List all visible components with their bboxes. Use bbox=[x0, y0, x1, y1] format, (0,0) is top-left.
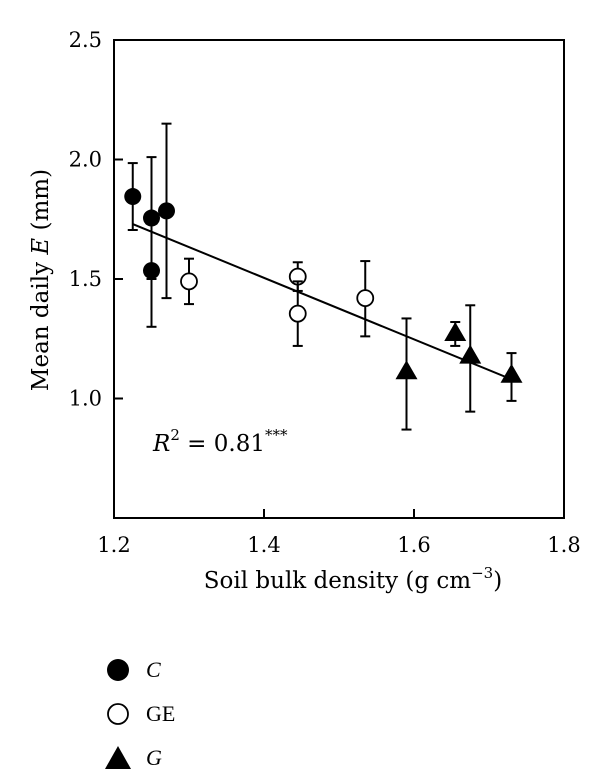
x-axis-title: Soil bulk density (g cm−3) bbox=[204, 564, 502, 594]
significance-stars: *** bbox=[265, 426, 288, 444]
x-axis-title-exponent: −3 bbox=[471, 564, 493, 582]
r-symbol: R bbox=[152, 431, 170, 457]
y-axis-title: Mean daily E (mm) bbox=[28, 169, 54, 391]
regression-line bbox=[132, 223, 512, 381]
data-point-ge bbox=[356, 289, 375, 308]
x-axis-ticks: 1.2 1.4 1.6 1.8 bbox=[97, 509, 581, 557]
legend-item-g: G bbox=[104, 736, 175, 780]
x-axis-title-close: ) bbox=[493, 568, 502, 594]
legend-label-ge: GE bbox=[146, 701, 176, 726]
r-exponent: 2 bbox=[170, 426, 180, 444]
y-tick-label: 1.5 bbox=[69, 267, 102, 291]
data-point-c bbox=[143, 262, 160, 280]
data-marks bbox=[124, 122, 523, 431]
data-point-g bbox=[444, 321, 467, 341]
data-point-g bbox=[459, 344, 482, 364]
x-tick-label: 1.8 bbox=[547, 533, 580, 557]
y-axis-title-post: (mm) bbox=[28, 169, 54, 238]
x-tick-label: 1.6 bbox=[397, 533, 430, 557]
x-axis-title-main: Soil bulk density (g cm bbox=[204, 568, 472, 594]
y-tick-label: 2.5 bbox=[69, 28, 102, 52]
legend-label-g: G bbox=[146, 745, 162, 770]
y-tick-label: 1.0 bbox=[69, 387, 102, 411]
data-point-ge bbox=[180, 272, 198, 291]
legend: C GE G bbox=[104, 648, 175, 780]
data-point-c bbox=[124, 188, 142, 206]
chart-svg: 2.5 2.0 1.5 1.0 1.2 1.4 1.6 1.8 R2 = 0.81*** S… bbox=[28, 28, 581, 594]
y-axis-title-var: E bbox=[28, 238, 54, 256]
data-point-g bbox=[395, 360, 418, 380]
legend-item-ge: GE bbox=[104, 692, 175, 736]
filled-circle-icon bbox=[107, 659, 129, 681]
legend-label-c: C bbox=[146, 657, 161, 682]
y-tick-label: 2.0 bbox=[69, 148, 102, 172]
r-value: = 0.81 bbox=[180, 431, 265, 457]
filled-triangle-icon bbox=[105, 746, 131, 769]
data-point-ge bbox=[288, 304, 307, 323]
x-tick-label: 1.4 bbox=[247, 533, 280, 557]
r-squared-annotation: R2 = 0.81*** bbox=[152, 426, 288, 457]
data-point-c bbox=[158, 202, 175, 220]
y-axis-title-pre: Mean daily bbox=[28, 255, 54, 391]
y-axis-ticks: 2.5 2.0 1.5 1.0 bbox=[69, 28, 123, 411]
x-tick-label: 1.2 bbox=[97, 533, 130, 557]
open-circle-icon bbox=[107, 703, 129, 725]
legend-item-c: C bbox=[104, 648, 175, 692]
data-point-g bbox=[500, 363, 523, 383]
